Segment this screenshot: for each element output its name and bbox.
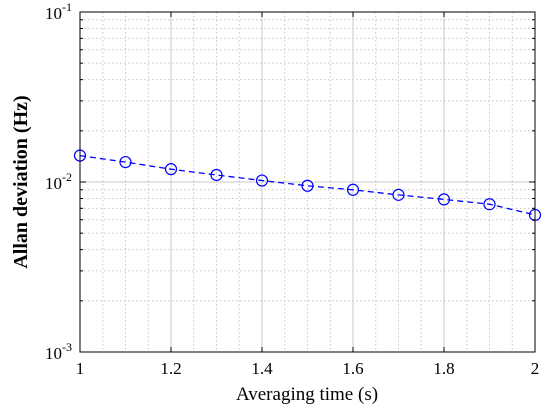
data-point bbox=[392, 188, 405, 201]
x-axis-ticks: 1 1.2 1.4 1.6 1.8 2 bbox=[76, 12, 540, 378]
data-point bbox=[301, 179, 314, 192]
data-point bbox=[483, 198, 496, 211]
x-tick-label: 1.8 bbox=[433, 359, 454, 378]
y-tick-label: 10-1 bbox=[45, 0, 72, 23]
x-tick-label: 1.2 bbox=[160, 359, 181, 378]
data-point bbox=[210, 168, 223, 182]
y-tick-label: 10-2 bbox=[45, 170, 72, 193]
x-tick-label: 1 bbox=[76, 359, 85, 378]
x-tick-label: 1.4 bbox=[251, 359, 273, 378]
y-tick-label: 10-3 bbox=[45, 340, 72, 363]
series-line bbox=[79, 154, 536, 216]
x-tick-label: 1.6 bbox=[342, 359, 363, 378]
y-axis-label: Allan deviation (Hz) bbox=[10, 95, 32, 268]
x-tick-label: 2 bbox=[531, 359, 540, 378]
y-axis-ticks: 10-3 10-2 10-1 bbox=[45, 0, 535, 363]
data-point bbox=[119, 155, 132, 169]
data-point bbox=[346, 183, 360, 196]
data-point bbox=[255, 174, 269, 187]
data-point bbox=[437, 193, 451, 206]
x-axis-label: Averaging time (s) bbox=[236, 384, 378, 405]
data-point bbox=[164, 163, 178, 176]
